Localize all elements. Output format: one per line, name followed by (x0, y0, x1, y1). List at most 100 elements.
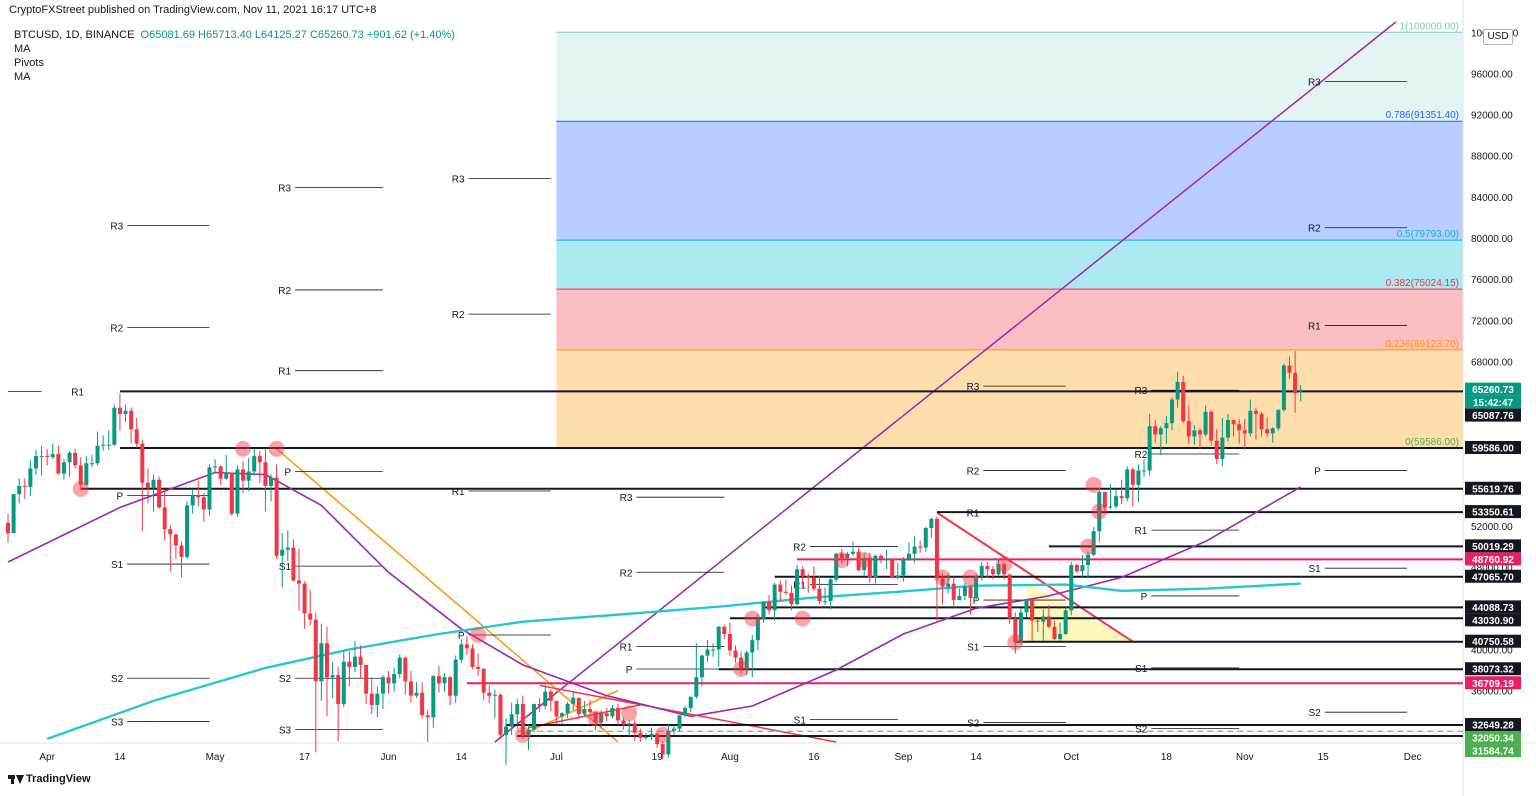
candle (890, 557, 895, 579)
candle-body (560, 713, 565, 717)
tradingview-icon (8, 774, 24, 785)
candle (1119, 479, 1124, 505)
indicator-ma-2[interactable]: MA (14, 71, 31, 83)
x-tick-label: Oct (1063, 752, 1079, 763)
candle-body (851, 551, 856, 554)
candle-body (101, 444, 106, 446)
candle-body (683, 708, 688, 716)
price-label-bg (1465, 382, 1521, 396)
candle-body (364, 664, 369, 694)
indicator-ma-1[interactable]: MA (14, 43, 31, 55)
candle (683, 706, 688, 718)
candle-body (285, 547, 290, 550)
candle-body (431, 676, 436, 718)
candle (336, 666, 341, 741)
candle (800, 566, 805, 587)
ma-purple-line (7, 471, 1302, 718)
candle (464, 636, 469, 655)
candle-body (330, 675, 335, 678)
price-label-text: 36709.19 (1472, 679, 1514, 690)
price-label: 65260.73 (1465, 382, 1521, 396)
candle (1242, 419, 1247, 450)
candle (632, 719, 637, 741)
price-label: 15:42:47 (1465, 395, 1521, 409)
candle-body (1186, 421, 1191, 437)
candle (319, 623, 324, 701)
candle-body (1248, 410, 1253, 434)
candle (459, 639, 464, 663)
candle-body (375, 693, 380, 705)
price-label-text: 50019.29 (1472, 542, 1514, 553)
candle-body (56, 454, 61, 474)
symbol-line: BTCUSD, 1D, BINANCE O65081.69 H65713.40 … (14, 28, 455, 42)
candle (604, 708, 609, 722)
candle-body (548, 691, 553, 701)
candle-body (369, 693, 374, 705)
pivot-label: R1 (278, 367, 291, 378)
candle-body (380, 677, 385, 694)
candle-body (1231, 420, 1236, 425)
candle-body (750, 640, 755, 653)
candle (1058, 622, 1063, 642)
indicator-pivots[interactable]: Pivots (14, 57, 44, 69)
fib-zone (556, 121, 1463, 241)
candle-body (229, 472, 234, 514)
candle (6, 513, 10, 543)
tradingview-logo[interactable]: TradingView (8, 773, 91, 785)
candle (364, 664, 369, 704)
candle (1175, 371, 1180, 408)
candle (1130, 467, 1135, 507)
candle (1231, 420, 1236, 437)
ascending-trendline (494, 21, 1397, 743)
candle-body (934, 518, 939, 579)
price-label-bg (1465, 539, 1521, 553)
pivot-label: S1 (1309, 564, 1322, 575)
candle (778, 580, 783, 602)
pivot-label: S1 (794, 715, 807, 726)
touch-circle (621, 705, 638, 722)
candle (313, 612, 318, 753)
pivot-label: P (626, 665, 633, 676)
price-label: 44088.73 (1465, 600, 1521, 614)
touch-circle (1091, 503, 1108, 520)
currency-badge[interactable]: USD (1483, 29, 1513, 45)
candle (73, 448, 78, 469)
candle (274, 464, 279, 559)
candle (145, 468, 150, 504)
pivot-label: R2 (1134, 450, 1147, 461)
candle-body (744, 652, 749, 668)
candle (17, 478, 22, 504)
fib-label: 0.382(75024.15) (1386, 278, 1459, 289)
candle (352, 641, 357, 673)
touch-circle (514, 726, 531, 743)
candle (84, 456, 89, 486)
candle (851, 541, 856, 556)
candle (1024, 599, 1029, 618)
candle-body (1181, 382, 1186, 422)
candle (1253, 407, 1258, 440)
candle (744, 650, 749, 676)
candle-body (481, 668, 486, 693)
candle-body (453, 659, 458, 696)
candle (526, 724, 531, 751)
candle-body (761, 602, 766, 620)
candle (560, 712, 565, 725)
candle (627, 720, 632, 736)
candle (1276, 409, 1281, 431)
x-tick-label: 14 (114, 752, 126, 763)
candle (974, 574, 979, 601)
candle (1158, 426, 1163, 456)
candle (918, 540, 923, 553)
candle-body (604, 713, 609, 717)
candle (190, 490, 195, 514)
price-label-text: 65087.76 (1472, 411, 1514, 422)
candle-body (862, 557, 867, 571)
candle-body (1130, 469, 1135, 485)
candle (1293, 351, 1298, 413)
candle (1197, 428, 1202, 449)
fibonacci-retracement: 1(100000.00) 0.786(91351.40) 0.5(79793.00)… (556, 21, 1463, 449)
y-tick-label: 40000.00 (1471, 645, 1513, 656)
candle-body (504, 726, 509, 735)
candle-body (940, 578, 945, 587)
